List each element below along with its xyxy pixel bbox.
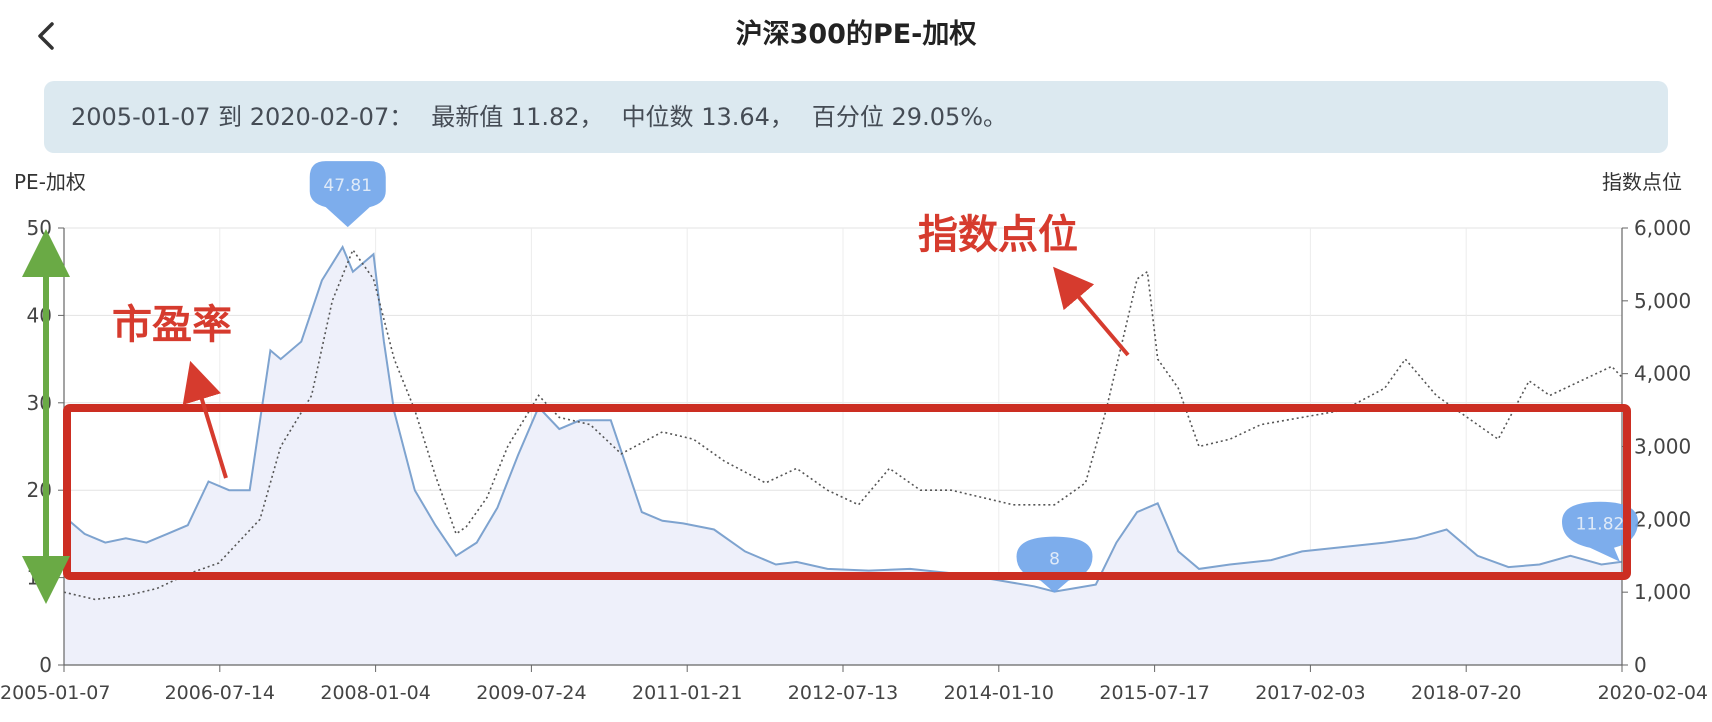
index-annotation-arrow (1053, 266, 1130, 357)
index-series-line (63, 248, 1623, 601)
value-marker (309, 161, 386, 228)
summary-median: 中位数 13.64， (621, 103, 794, 131)
summary-latest: 最新值 11.82， (431, 103, 604, 131)
left-tick-label: 50 (27, 216, 52, 240)
series-lines (63, 244, 1623, 601)
right-tick-label: 2,000 (1634, 507, 1691, 531)
value-marker-label: 11.82 (1576, 515, 1625, 535)
right-tick-label: 0 (1634, 653, 1647, 677)
value-marker (1562, 501, 1638, 562)
x-tick-label: 2006-07-14 (165, 682, 275, 704)
pe-index-chart: 0102030405001,0002,0003,0004,0005,0006,0… (0, 161, 1708, 704)
right-tick-label: 5,000 (1634, 289, 1691, 313)
back-button[interactable] (28, 14, 68, 58)
x-tick-label: 2017-02-03 (1255, 682, 1365, 704)
right-tick-label: 1,000 (1634, 580, 1691, 604)
pe-area-fill (64, 247, 1622, 665)
pe-series-line (63, 244, 1623, 593)
right-tick-label: 4,000 (1634, 362, 1691, 386)
value-marker-label: 47.81 (323, 176, 372, 196)
x-tick-label: 2012-07-13 (788, 682, 898, 704)
summary-banner: 2005-01-07 到 2020-02-07： 最新值 11.82， 中位数 13… (44, 81, 1668, 153)
x-tick-label: 2014-01-10 (944, 682, 1054, 704)
value-markers: 47.81 8 11.82 (309, 161, 1638, 593)
right-tick-label: 6,000 (1634, 216, 1691, 240)
annotation-overlay: 市盈率 指数点位 (22, 212, 1631, 604)
summary-percentile: 百分位 29.05%。 (811, 103, 1008, 131)
x-tick-label: 2018-07-20 (1411, 682, 1521, 704)
x-tick-label: 2020-02-04 (1598, 682, 1708, 704)
left-tick-label: 0 (39, 653, 52, 677)
chevron-left-icon (38, 22, 54, 50)
pe-annotation-arrow (182, 360, 228, 479)
summary-range: 2005-01-07 到 2020-02-07： (71, 103, 414, 131)
x-tick-label: 2015-07-17 (1099, 682, 1209, 704)
right-axis-label: 指数点位 (1602, 170, 1682, 194)
x-tick-label: 2011-01-21 (632, 682, 742, 704)
left-axis-label: PE-加权 (14, 170, 86, 194)
x-tick-label: 2008-01-04 (320, 682, 430, 704)
index-annotation-label: 指数点位 (918, 212, 1078, 258)
right-tick-label: 3,000 (1634, 435, 1691, 459)
value-marker-label: 8 (1049, 550, 1060, 570)
page-title: 沪深300的PE-加权 (735, 19, 977, 50)
pe-area (64, 247, 1622, 665)
x-tick-label: 2005-01-07 (0, 682, 110, 704)
pe-annotation-label: 市盈率 (112, 302, 232, 348)
x-tick-label: 2009-07-24 (476, 682, 586, 704)
